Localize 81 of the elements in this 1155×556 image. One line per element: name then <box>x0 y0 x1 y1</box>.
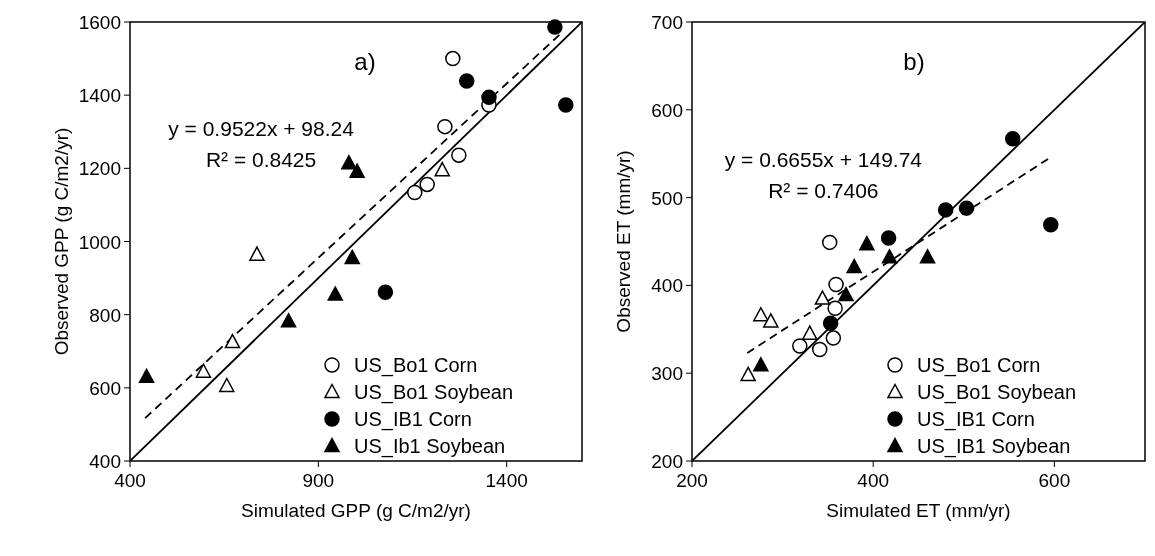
point <box>838 286 854 302</box>
y-tick-label: 1400 <box>78 85 121 107</box>
point <box>828 276 844 293</box>
point <box>814 290 831 305</box>
point <box>407 184 423 201</box>
point <box>195 363 212 378</box>
point <box>451 147 467 163</box>
point <box>825 330 842 346</box>
point <box>341 154 357 170</box>
point <box>1043 217 1059 233</box>
point <box>458 73 475 89</box>
legend-label: US_IB1 Corn <box>354 408 472 431</box>
point <box>859 235 875 251</box>
y-tick-label: 400 <box>89 451 121 472</box>
legend-label: US_Bo1 Corn <box>354 354 478 377</box>
x-tick-label: 400 <box>857 470 890 491</box>
point <box>763 313 779 328</box>
y-tick-label: 800 <box>89 304 121 326</box>
point <box>327 286 344 301</box>
x-tick-label: 1400 <box>485 470 528 491</box>
annotation: y = 0.9522x + 98.24 <box>168 117 355 141</box>
y-tick-label: 200 <box>651 451 683 472</box>
point <box>280 313 297 328</box>
point <box>753 357 769 372</box>
point <box>822 315 839 331</box>
point <box>437 118 453 135</box>
annotation: a) <box>354 48 376 76</box>
y-tick-label: 500 <box>651 187 683 209</box>
x-tick-label: 900 <box>302 470 335 491</box>
y-tick-label: 1600 <box>78 12 121 33</box>
point <box>547 19 563 35</box>
x-axis-title: Simulated GPP (g C/m2/yr) <box>241 500 471 521</box>
point <box>558 97 574 113</box>
point <box>846 258 862 274</box>
point <box>344 249 360 265</box>
x-axis-title: Simulated ET (mm/yr) <box>826 500 1011 521</box>
y-tick-label: 400 <box>651 275 683 297</box>
legend-label: US_Bo1 Corn <box>917 354 1041 377</box>
point <box>937 202 954 218</box>
point <box>753 307 769 322</box>
y-tick-label: 600 <box>651 99 683 121</box>
y-tick-label: 300 <box>651 363 683 385</box>
point <box>812 341 828 358</box>
point <box>434 161 451 177</box>
point <box>224 333 241 349</box>
y-tick-label: 1000 <box>78 231 121 253</box>
y-tick-label: 1200 <box>78 158 121 180</box>
point <box>821 234 838 251</box>
point <box>792 338 808 354</box>
point <box>377 284 394 301</box>
point <box>802 325 818 340</box>
point <box>138 368 155 384</box>
point <box>249 246 265 261</box>
point <box>1004 131 1021 147</box>
point <box>349 163 365 178</box>
legend-label: US_IB1 Soybean <box>917 435 1071 458</box>
point <box>827 300 843 316</box>
annotation: R² = 0.7406 <box>768 178 879 202</box>
annotation: y = 0.6655x + 149.74 <box>724 147 923 171</box>
point <box>880 230 897 246</box>
legend-label: US_Bo1 Soybean <box>917 381 1077 404</box>
point <box>919 249 936 264</box>
x-tick-label: 200 <box>676 470 708 491</box>
annotation: R² = 0.8425 <box>205 147 317 171</box>
x-tick-label: 400 <box>114 470 146 491</box>
point <box>481 89 497 106</box>
point <box>445 50 461 67</box>
point <box>419 176 435 193</box>
legend-label: US_Ib1 Soybean <box>354 435 506 458</box>
legend-label: US_Bo1 Soybean <box>354 381 514 404</box>
x-tick-label: 600 <box>1038 470 1071 491</box>
y-tick-label: 600 <box>89 377 121 399</box>
point <box>219 377 235 393</box>
legend-label: US_IB1 Corn <box>917 408 1035 431</box>
point <box>740 366 756 382</box>
point <box>958 200 975 216</box>
y-axis-title: Observed ET (mm/yr) <box>613 150 634 333</box>
annotation: b) <box>903 48 925 76</box>
y-axis-title: Observed GPP (g C/m2/yr) <box>51 127 72 356</box>
y-tick-label: 700 <box>651 12 683 33</box>
point <box>881 249 898 264</box>
